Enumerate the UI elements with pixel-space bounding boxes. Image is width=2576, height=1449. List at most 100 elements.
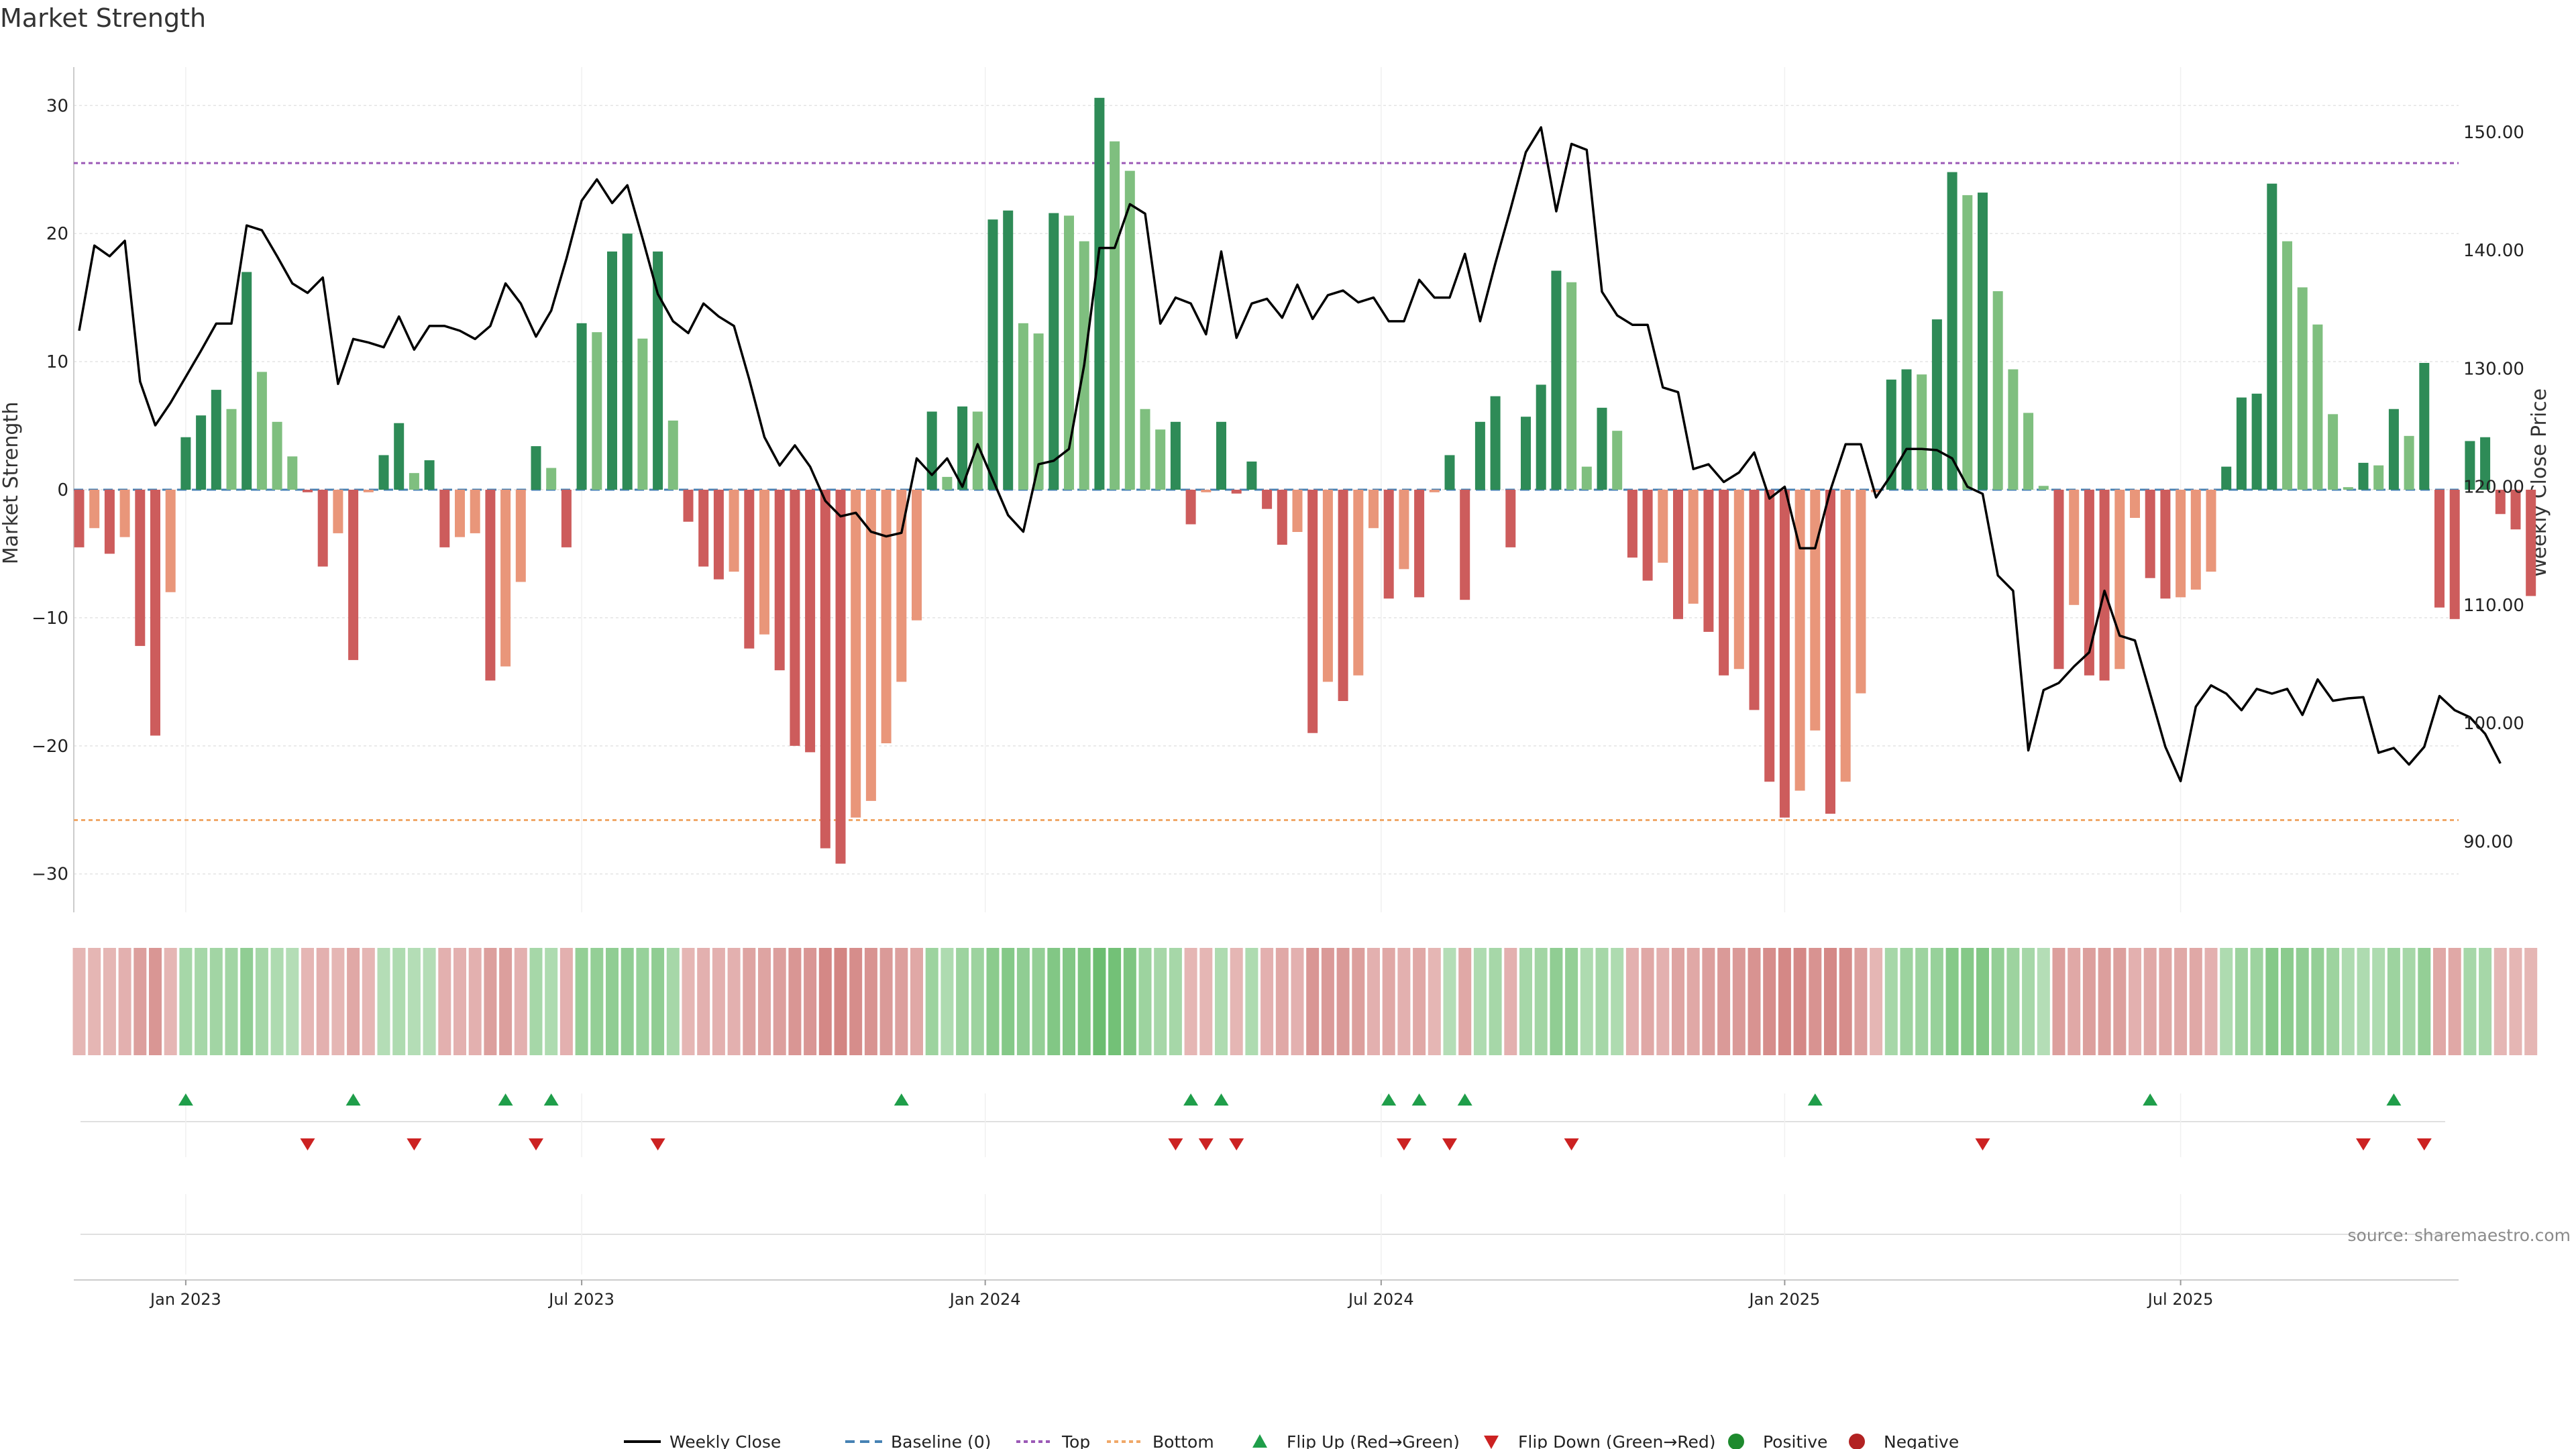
- heat-cell: [240, 948, 254, 1055]
- right-tick-label: 120.00: [2463, 478, 2524, 498]
- strength-bar: [439, 490, 450, 547]
- flip-down-marker: [650, 1138, 665, 1150]
- date-tick-label: Jan 2025: [1748, 1290, 1821, 1309]
- strength-bar: [2190, 490, 2201, 590]
- heat-cell: [1245, 948, 1258, 1055]
- heat-cell: [2463, 948, 2477, 1055]
- strength-bar: [926, 411, 937, 490]
- strength-bar: [409, 473, 419, 490]
- strength-bar: [2404, 435, 2414, 490]
- heat-cell: [1108, 948, 1122, 1055]
- left-tick-label: 10: [46, 352, 68, 372]
- strength-bar: [759, 490, 769, 635]
- strength-bar: [653, 251, 663, 490]
- heat-cell: [895, 948, 908, 1055]
- flip-up-marker: [1807, 1093, 1823, 1106]
- heat-cell: [484, 948, 497, 1055]
- heat-cell: [1672, 948, 1684, 1055]
- strength-bar: [1399, 490, 1409, 570]
- strength-bar: [851, 490, 861, 818]
- strength-bar: [150, 490, 160, 736]
- heat-cell: [1473, 948, 1487, 1055]
- heat-cell: [1839, 948, 1852, 1055]
- heat-cell: [834, 948, 847, 1055]
- strength-bar: [2251, 393, 2262, 490]
- strength-bar: [576, 323, 587, 490]
- heat-cell: [1306, 948, 1320, 1055]
- heat-cell: [1063, 948, 1075, 1055]
- heat-cell: [2235, 948, 2248, 1055]
- heat-cell: [971, 948, 984, 1055]
- legend-label: Bottom: [1152, 1432, 1214, 1449]
- flip-down-marker: [1229, 1138, 1244, 1150]
- strength-bar: [2221, 466, 2232, 490]
- right-tick-label: 100.00: [2463, 714, 2524, 734]
- flip-up-marker: [1214, 1093, 1229, 1106]
- heat-cell: [2357, 948, 2370, 1055]
- strength-bar: [2114, 490, 2125, 669]
- heat-cell: [1534, 948, 1548, 1055]
- strength-bar: [1033, 333, 1044, 490]
- strength-bar: [1658, 490, 1668, 563]
- date-axis: Jan 2023 Jul 2023 Jan 2024 Jul 2024 Jan 2025…: [74, 1279, 2459, 1309]
- strength-bar: [2038, 486, 2049, 490]
- heat-cell: [956, 948, 969, 1055]
- legend-label: Flip Up (Red→Green): [1287, 1432, 1460, 1449]
- strength-bar: [1049, 213, 1059, 490]
- source-label: source: sharemaestro.com: [2348, 1226, 2571, 1245]
- strength-bar: [713, 490, 724, 580]
- legend-label: Flip Down (Green→Red): [1518, 1432, 1716, 1449]
- strength-bar: [2495, 490, 2506, 515]
- strength-bar: [957, 406, 968, 490]
- strength-bar: [1231, 490, 1242, 494]
- strength-bar: [2297, 287, 2308, 490]
- heat-cell: [606, 948, 619, 1055]
- right-tick-label: 130.00: [2463, 359, 2524, 379]
- strength-bar: [1917, 374, 1927, 490]
- legend-item-bottom: Bottom: [1107, 1432, 1214, 1449]
- heat-cell: [1900, 948, 1913, 1055]
- heat-cell: [1230, 948, 1243, 1055]
- strength-bar: [2145, 490, 2155, 578]
- strength-bar: [1292, 490, 1303, 532]
- strength-bar: [1779, 490, 1790, 818]
- strength-bar: [531, 446, 541, 490]
- heat-cell: [1580, 948, 1593, 1055]
- strength-bar: [2023, 413, 2034, 490]
- strength-bar: [1703, 490, 1714, 632]
- legend-item-flip_up: Flip Up (Red→Green): [1252, 1432, 1460, 1449]
- heat-cell: [1732, 948, 1746, 1055]
- heat-cell: [1336, 948, 1350, 1055]
- strength-bar: [180, 437, 191, 490]
- strength-bar: [2206, 490, 2216, 572]
- heat-cell: [1976, 948, 1989, 1055]
- strength-bar: [637, 338, 648, 490]
- strength-bar: [2419, 363, 2430, 490]
- strength-bar: [485, 490, 496, 681]
- legend-swatch: [1484, 1436, 1499, 1449]
- heat-cell: [392, 948, 406, 1055]
- heat-cell: [438, 948, 451, 1055]
- flip-up-marker: [1411, 1093, 1427, 1106]
- heat-cell: [255, 948, 268, 1055]
- heat-cell: [743, 948, 756, 1055]
- strength-bar: [1627, 490, 1638, 558]
- heat-cell: [72, 948, 86, 1055]
- heat-cell: [301, 948, 314, 1055]
- heat-cell: [1854, 948, 1868, 1055]
- flip-down-marker: [1564, 1138, 1579, 1150]
- heat-cell: [925, 948, 938, 1055]
- legend-swatch: [1849, 1434, 1865, 1449]
- strength-bar: [211, 390, 221, 490]
- heat-cell: [2113, 948, 2127, 1055]
- heat-cell: [1489, 948, 1502, 1055]
- heat-cell: [225, 948, 238, 1055]
- heat-cell: [179, 948, 193, 1055]
- flip-up-marker: [2143, 1093, 2158, 1106]
- left-tick-label: −30: [32, 865, 68, 885]
- strength-bar: [1612, 431, 1623, 490]
- flip-down-marker: [2356, 1138, 2371, 1150]
- weekly-close-line: [78, 126, 2502, 783]
- heat-cell: [2479, 948, 2492, 1055]
- flip-up-marker: [1381, 1093, 1397, 1106]
